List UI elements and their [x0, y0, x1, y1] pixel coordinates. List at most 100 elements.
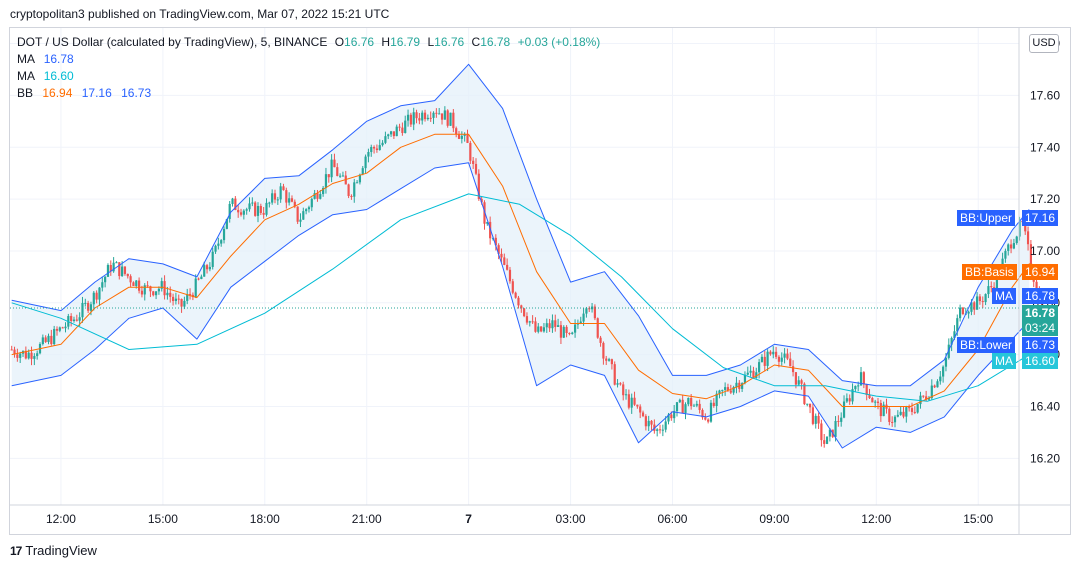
candle-body — [950, 337, 953, 345]
candle-body — [840, 417, 843, 422]
candle-body — [503, 257, 506, 265]
candle-body — [834, 420, 837, 437]
candle-body — [690, 398, 693, 407]
candle-body — [387, 134, 390, 137]
candle-body — [721, 389, 724, 391]
candle-body — [675, 402, 679, 412]
ma2-value: 16.60 — [43, 69, 74, 83]
candle-body — [698, 403, 701, 410]
candle-body — [514, 292, 517, 298]
high-label: H — [381, 35, 391, 49]
candle-body — [98, 287, 101, 300]
candle-body — [406, 114, 410, 121]
candle-body — [868, 394, 871, 399]
candle-body — [542, 327, 546, 332]
candle-body — [183, 300, 186, 307]
x-tick-label: 15:00 — [148, 512, 178, 526]
candle-body — [174, 298, 178, 301]
ma-legend-2: MA 16.60 — [17, 69, 74, 83]
candle-body — [845, 398, 848, 402]
candle-body — [194, 278, 197, 298]
candle-body — [704, 417, 707, 420]
candle-body — [443, 110, 446, 120]
candle-body — [395, 126, 398, 137]
candle-body — [692, 405, 696, 407]
candle-body — [808, 403, 812, 408]
candle-body — [254, 202, 257, 216]
candle-body — [245, 209, 248, 211]
candle-body — [913, 411, 916, 413]
candle-body — [282, 186, 285, 191]
candle-body — [636, 404, 639, 407]
candle-body — [370, 146, 373, 153]
candle-body — [265, 202, 268, 215]
candle-body — [432, 112, 435, 118]
candle-body — [154, 291, 158, 296]
candle-body — [123, 266, 127, 274]
candle-body — [930, 385, 933, 399]
candle-body — [33, 356, 36, 359]
candle-body — [1004, 250, 1007, 259]
chart-frame — [9, 27, 1071, 535]
candle-body — [205, 265, 209, 270]
candle-body — [333, 159, 336, 168]
tradingview-logo-icon[interactable]: 17 — [10, 543, 22, 558]
last-price-tag: 16.78 — [1022, 305, 1059, 321]
candle-body — [876, 401, 880, 403]
ma1-tag-label: MA — [992, 288, 1016, 304]
high-value: 16.79 — [390, 35, 421, 49]
candle-body — [794, 372, 798, 385]
candle-body — [789, 358, 792, 367]
candle-body — [237, 209, 240, 213]
bb-basis-line — [11, 133, 1047, 407]
candle-body — [322, 187, 325, 195]
candle-body — [763, 356, 766, 366]
y-tick-label: 17.20 — [1030, 192, 1060, 206]
candle-body — [573, 324, 577, 333]
candle-body — [1026, 231, 1030, 245]
candle-body — [171, 296, 175, 301]
countdown-tag: 03:24 — [1022, 320, 1059, 336]
ma1-value: 16.78 — [43, 52, 74, 66]
candle-body — [1024, 221, 1027, 232]
candle-body — [791, 366, 795, 373]
candle-body — [978, 296, 982, 302]
candle-body — [87, 302, 90, 311]
footer: 17 TradingView — [10, 543, 97, 558]
candle-body — [307, 207, 311, 210]
candle-body — [220, 240, 223, 244]
candle-body — [752, 370, 755, 378]
candle-body — [707, 419, 710, 422]
candle-body — [251, 202, 254, 204]
candle-body — [200, 276, 203, 280]
currency-button[interactable]: USD — [1029, 34, 1059, 53]
candle-body — [605, 358, 608, 361]
candle-body — [528, 321, 531, 323]
candle-body — [358, 174, 362, 183]
candle-body — [520, 305, 523, 309]
candle-body — [506, 264, 509, 270]
candle-body — [732, 387, 735, 393]
brand-name[interactable]: TradingView — [25, 543, 97, 558]
candle-body — [599, 337, 602, 343]
candle-body — [214, 245, 217, 252]
candle-body — [92, 292, 95, 305]
candle-body — [101, 282, 104, 288]
candle-body — [769, 351, 772, 355]
candle-body — [508, 269, 512, 282]
candle-body — [157, 288, 161, 292]
candle-body — [225, 219, 228, 229]
x-tick-label: 09:00 — [759, 512, 789, 526]
candle-body — [783, 353, 786, 358]
candle-body — [50, 335, 53, 345]
candle-body — [135, 280, 138, 286]
candle-body — [602, 342, 605, 359]
candle-body — [568, 332, 571, 334]
candle-body — [987, 286, 990, 295]
bb-upper-value: 17.16 — [81, 86, 112, 100]
candle-body — [259, 205, 262, 213]
candle-body — [857, 385, 860, 387]
candle-body — [415, 112, 418, 119]
candle-body — [180, 298, 183, 307]
